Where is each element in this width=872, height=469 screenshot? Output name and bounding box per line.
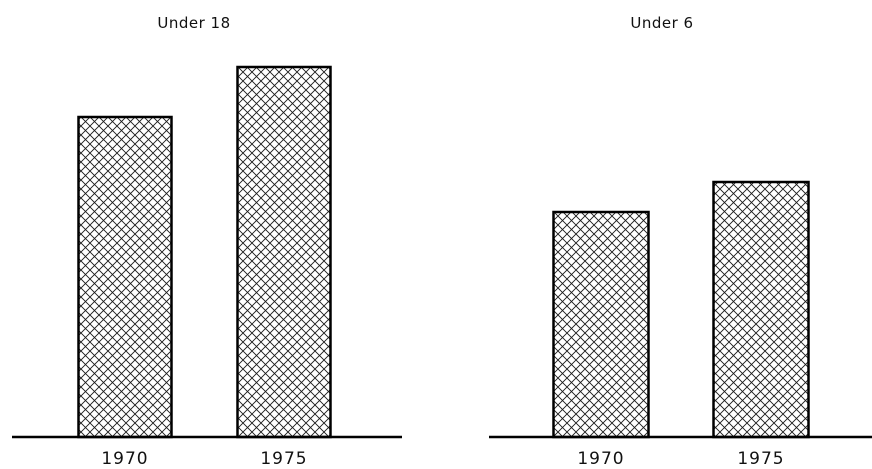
bar-1975 [236, 65, 332, 439]
x-tick-label: 1970 [577, 449, 624, 469]
panel-under-18: Under 18 1970 1975 [12, 14, 402, 469]
x-tick-label: 1975 [260, 449, 307, 469]
panel-title: Under 18 [157, 14, 230, 32]
bar-1975 [712, 180, 810, 439]
x-tick-label: 1975 [737, 449, 784, 469]
bar-1970 [77, 115, 173, 439]
bars-group [77, 65, 332, 439]
bars-group [552, 180, 810, 439]
bar-1970 [552, 210, 650, 439]
panel-under-6: Under 6 1970 1975 [489, 14, 872, 469]
panel-title: Under 6 [630, 14, 693, 32]
x-tick-label: 1970 [101, 449, 148, 469]
